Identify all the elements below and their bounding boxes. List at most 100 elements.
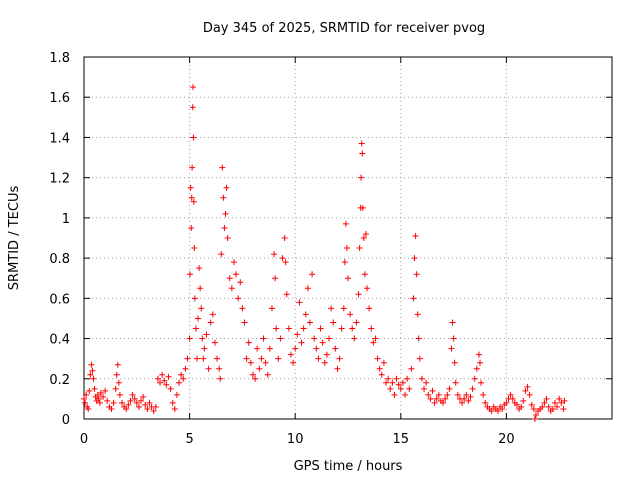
data-point	[345, 275, 351, 282]
data-point	[360, 235, 367, 241]
data-point	[467, 393, 474, 400]
data-point	[256, 365, 263, 372]
data-point	[526, 391, 533, 398]
data-point	[477, 359, 483, 366]
data-point	[142, 401, 149, 408]
data-point	[157, 379, 164, 386]
data-point	[509, 395, 516, 402]
data-point	[285, 325, 292, 332]
data-point	[95, 395, 102, 402]
data-point	[427, 395, 434, 402]
data-point	[362, 230, 369, 237]
data-point	[214, 355, 221, 362]
data-point	[306, 319, 313, 326]
data-point	[380, 359, 387, 366]
data-point	[129, 391, 136, 398]
data-point	[325, 335, 332, 342]
data-point	[241, 319, 248, 326]
data-point	[558, 399, 565, 406]
data-point	[543, 395, 550, 402]
data-point	[532, 411, 539, 418]
data-points	[81, 84, 568, 422]
data-point	[376, 365, 383, 372]
y-tick-label: 0.2	[49, 373, 70, 388]
data-point	[524, 383, 531, 390]
data-point	[442, 395, 449, 402]
y-tick-label: 1.4	[49, 131, 70, 146]
data-point	[315, 355, 322, 362]
data-point	[488, 407, 495, 414]
data-point	[355, 291, 362, 298]
data-point	[167, 385, 174, 392]
data-point	[104, 397, 111, 404]
data-point	[374, 355, 381, 362]
data-point	[328, 305, 335, 312]
data-point	[282, 259, 289, 266]
y-tick-label: 0.8	[49, 252, 70, 267]
data-point	[336, 355, 343, 362]
data-point	[349, 325, 356, 332]
data-point	[201, 345, 208, 352]
data-point	[448, 345, 455, 352]
data-point	[224, 235, 231, 241]
data-point	[178, 371, 185, 378]
data-point	[480, 391, 487, 398]
x-tick-label: 15	[393, 432, 410, 447]
data-point	[414, 311, 421, 318]
data-point	[292, 345, 299, 352]
data-point	[163, 381, 170, 388]
data-point	[102, 387, 109, 394]
data-point	[449, 319, 456, 326]
data-point	[482, 399, 489, 406]
data-point	[233, 271, 240, 278]
data-point	[189, 104, 196, 111]
data-point	[138, 397, 145, 404]
data-point	[207, 319, 214, 326]
data-point	[478, 379, 485, 386]
y-tick-label: 1.8	[49, 51, 70, 66]
y-tick-label: 0	[62, 413, 70, 428]
data-point	[195, 315, 202, 322]
data-point	[389, 379, 396, 386]
y-axis-label: SRMTID / TECUs	[7, 186, 22, 291]
data-point	[342, 220, 349, 227]
y-tick-label: 0.6	[49, 292, 70, 307]
data-point	[193, 355, 200, 362]
data-point	[281, 235, 288, 241]
data-point	[146, 399, 153, 406]
data-point	[359, 204, 366, 211]
data-point	[383, 379, 390, 386]
x-axis-label: GPS time / hours	[294, 459, 403, 474]
data-point	[368, 325, 375, 332]
data-point	[264, 371, 271, 378]
data-point	[513, 401, 520, 408]
data-point	[144, 405, 151, 412]
data-point	[356, 245, 363, 252]
data-point	[211, 339, 218, 346]
axis-ticks: 0 0.2 0.4 0.6 0.8 1 1.2 1.4 1.6 1.8 0 5 10 15 20	[49, 51, 612, 447]
data-point	[133, 399, 140, 406]
data-point	[429, 387, 436, 394]
data-point	[119, 399, 126, 406]
data-point	[182, 365, 189, 372]
data-point	[358, 174, 365, 181]
data-point	[463, 391, 470, 398]
data-point	[187, 271, 194, 278]
data-point	[387, 385, 394, 392]
data-point	[391, 391, 398, 398]
data-point	[347, 311, 354, 318]
data-point	[421, 385, 428, 392]
data-point	[287, 351, 294, 358]
data-point	[353, 319, 360, 326]
data-point	[273, 325, 280, 332]
data-point	[112, 385, 119, 392]
data-point	[551, 399, 558, 406]
data-point	[503, 399, 510, 406]
data-point	[372, 335, 379, 342]
data-point	[258, 355, 265, 362]
data-point	[370, 339, 377, 346]
data-point	[83, 391, 90, 398]
data-point	[332, 345, 339, 352]
data-point	[415, 335, 422, 342]
data-point	[223, 184, 230, 191]
